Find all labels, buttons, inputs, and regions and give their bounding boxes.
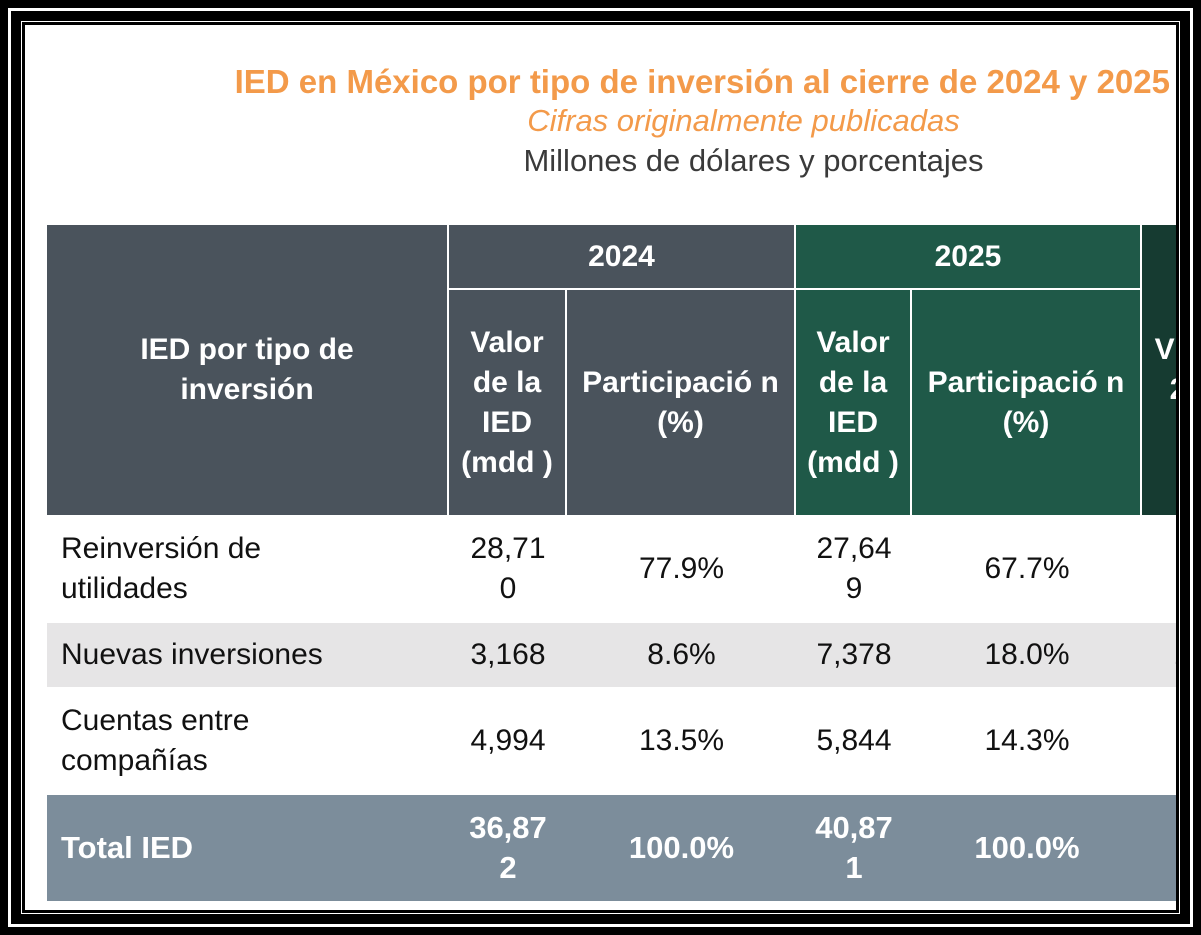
ied-table: IED por tipo de inversión 2024 2025 V n …	[47, 225, 1176, 901]
total-value-2025: 40,87 1	[796, 795, 912, 901]
row-label: Reinversión de utilidades	[61, 532, 262, 605]
col-share-2025: Participació n (%)	[912, 290, 1140, 515]
corner-header: IED por tipo de inversión	[47, 225, 447, 515]
total-share-2025: 100.0%	[912, 795, 1142, 901]
col-value-2024: Valor de la IED (mdd )	[449, 290, 565, 515]
row-value-2025: 27,64 9	[816, 532, 892, 605]
row-value-2025: 5,844	[816, 724, 892, 757]
year-2025-header: 2025	[796, 225, 1140, 288]
row-share-2025: 67.7%	[984, 552, 1070, 585]
row-value-2024: 4,994	[470, 724, 546, 757]
row-share-2024: 8.6%	[647, 638, 716, 671]
page-subtitle: Cifras originalmente publicadas	[527, 103, 960, 138]
row-value-2024: 3,168	[470, 638, 546, 671]
row-share-2025: 14.3%	[984, 724, 1070, 757]
row-value-2024: 28,71 0	[470, 532, 546, 605]
table-row-bg	[47, 623, 1176, 687]
total-value-2024: 36,87 2	[449, 795, 567, 901]
row-value-2025: 7,378	[816, 638, 892, 671]
col-share-2024: Participació n (%)	[567, 290, 794, 515]
col-value-2025: Valor de la IED (mdd )	[796, 290, 910, 515]
extra-col-header: V n 2	[1142, 225, 1176, 515]
total-share-2024: 100.0%	[567, 795, 796, 901]
page-title: IED en México por tipo de inversión al c…	[234, 63, 1170, 100]
total-label: Total IED	[47, 795, 449, 901]
row-share-2024: 77.9%	[638, 552, 725, 585]
row-extra-partial: 1	[1167, 623, 1176, 687]
year-2024-header: 2024	[449, 225, 794, 288]
row-share-2025: 18.0%	[984, 638, 1070, 671]
row-label: Cuentas entre compañías	[61, 704, 250, 777]
units-label: Millones de dólares y porcentajes	[523, 143, 984, 178]
row-share-2024: 13.5%	[638, 724, 725, 757]
slide: IED en México por tipo de inversión al c…	[22, 22, 1179, 913]
row-label: Nuevas inversiones	[61, 638, 323, 671]
